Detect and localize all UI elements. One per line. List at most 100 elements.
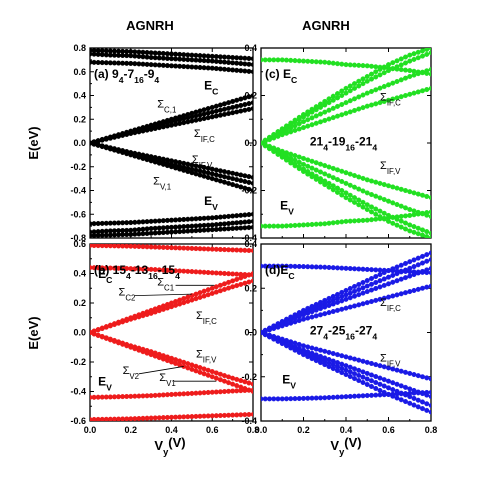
- data-point: [381, 282, 387, 288]
- data-point: [301, 352, 307, 358]
- panel-label-part: 15: [113, 263, 127, 277]
- data-point: [309, 158, 315, 164]
- data-point: [390, 214, 396, 220]
- data-point: [360, 380, 366, 386]
- data-point: [381, 210, 387, 216]
- data-point: [103, 136, 109, 142]
- data-point: [364, 381, 370, 387]
- data-point: [407, 289, 413, 295]
- data-point: [356, 78, 362, 84]
- data-point: [330, 351, 336, 357]
- data-point: [177, 166, 183, 172]
- data-point: [284, 157, 290, 163]
- data-point: [296, 154, 302, 160]
- data-point: [369, 276, 375, 282]
- data-point: [148, 158, 154, 164]
- data-point: [339, 178, 345, 184]
- sigma-label: ΣV1: [159, 372, 176, 388]
- data-point: [246, 212, 252, 218]
- data-point: [322, 348, 328, 354]
- data-point: [424, 389, 430, 395]
- data-point: [407, 273, 413, 279]
- data-point: [335, 307, 341, 313]
- data-point: [377, 267, 383, 273]
- data-point: [296, 222, 302, 228]
- data-point: [352, 366, 358, 372]
- data-point: [234, 171, 240, 177]
- data-point: [326, 60, 332, 66]
- data-point: [296, 318, 302, 324]
- data-point: [364, 177, 370, 183]
- data-point: [140, 155, 146, 161]
- data-point: [377, 278, 383, 284]
- data-point: [309, 165, 315, 171]
- data-point: [411, 372, 417, 378]
- data-point: [230, 284, 236, 290]
- data-point: [250, 387, 253, 393]
- data-point: [411, 264, 417, 270]
- data-point: [313, 307, 319, 313]
- annotation-symbol: Σ: [196, 349, 203, 361]
- data-point: [335, 352, 341, 358]
- data-point: [343, 363, 349, 369]
- structure-label-sub: 4: [323, 332, 328, 342]
- data-point: [213, 172, 219, 178]
- data-point: [301, 316, 307, 322]
- data-point: [398, 213, 404, 219]
- data-point: [144, 127, 150, 133]
- panel-label-sub: 4: [175, 271, 180, 281]
- data-point: [356, 202, 362, 208]
- data-point: [267, 137, 273, 143]
- data-point: [296, 121, 302, 127]
- column-header-right: AGNRH: [302, 18, 350, 33]
- data-point: [339, 265, 345, 271]
- data-point: [373, 279, 379, 285]
- data-point: [381, 83, 387, 89]
- data-point: [132, 130, 138, 136]
- data-point: [347, 218, 353, 224]
- data-point: [386, 183, 392, 189]
- data-point: [390, 391, 396, 397]
- data-point: [292, 127, 298, 133]
- structure-label-part: 27: [310, 324, 324, 338]
- data-point: [415, 89, 421, 95]
- data-point: [318, 395, 324, 401]
- data-point: [428, 209, 431, 215]
- structure-label-part: -27: [355, 324, 373, 338]
- data-point: [364, 78, 370, 84]
- data-point: [301, 114, 307, 120]
- data-point: [352, 62, 358, 68]
- data-point: [398, 186, 404, 192]
- data-point: [420, 390, 426, 396]
- data-point: [373, 297, 379, 303]
- data-point: [356, 372, 362, 378]
- data-point: [152, 126, 158, 132]
- data-point: [217, 168, 223, 174]
- data-point: [360, 92, 366, 98]
- data-point: [403, 391, 409, 397]
- data-point: [373, 385, 379, 391]
- data-point: [364, 63, 370, 69]
- data-point: [398, 368, 404, 374]
- data-point: [330, 265, 336, 271]
- data-point: [343, 100, 349, 106]
- data-point: [217, 178, 223, 184]
- data-point: [339, 88, 345, 94]
- data-point: [407, 265, 413, 271]
- data-point: [189, 114, 195, 120]
- data-point: [394, 202, 400, 208]
- data-point: [250, 271, 253, 276]
- data-point: [403, 205, 409, 211]
- data-point: [390, 380, 396, 386]
- sigma-label: ΣV2: [123, 365, 139, 381]
- data-point: [377, 180, 383, 186]
- data-point: [313, 160, 319, 166]
- x-tick-label: 0.6: [206, 425, 219, 435]
- data-point: [271, 396, 277, 402]
- data-point: [164, 123, 170, 129]
- data-point: [330, 220, 336, 226]
- data-point: [201, 116, 207, 122]
- data-point: [136, 154, 142, 160]
- data-point: [197, 112, 203, 118]
- data-point: [250, 69, 253, 75]
